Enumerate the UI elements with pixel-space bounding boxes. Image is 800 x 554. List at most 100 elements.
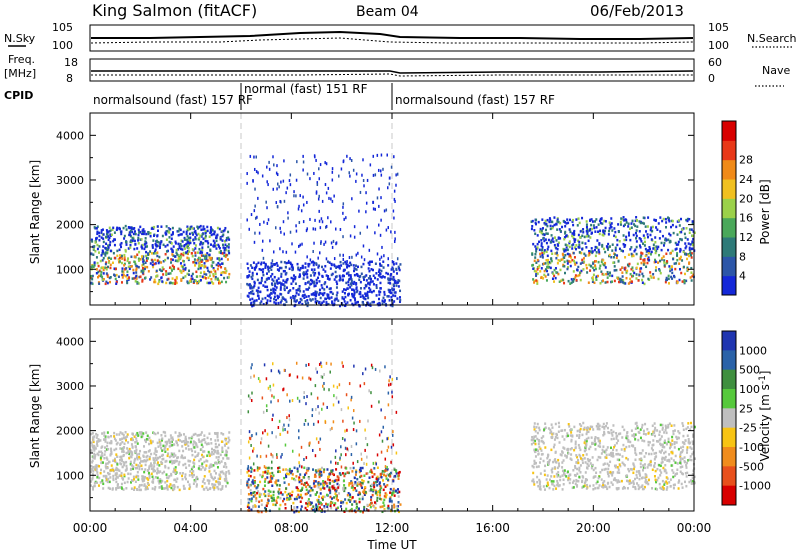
data-cell [105, 261, 108, 264]
data-cell [355, 290, 358, 294]
data-cell [193, 441, 196, 444]
data-cell [606, 248, 609, 251]
data-cell [171, 281, 174, 285]
data-cell [93, 435, 96, 438]
data-cell [201, 438, 204, 442]
data-cell [120, 254, 123, 258]
data-cell [359, 469, 362, 473]
data-cell [652, 243, 655, 247]
data-cell [323, 504, 326, 508]
data-cell [278, 185, 280, 189]
data-cell [676, 233, 679, 236]
data-cell [143, 479, 146, 482]
data-cell [179, 472, 182, 475]
data-cell [137, 478, 140, 481]
data-cell [544, 268, 547, 271]
data-cell [691, 222, 694, 225]
data-cell [274, 302, 277, 305]
data-cell [636, 225, 639, 228]
data-cell [307, 262, 310, 266]
data-cell [291, 263, 294, 267]
data-cell [290, 471, 293, 475]
data-cell [101, 461, 104, 464]
data-cell [587, 234, 590, 238]
data-cell [295, 224, 297, 228]
data-cell [370, 267, 373, 271]
data-cell [293, 295, 296, 299]
data-cell [92, 265, 95, 269]
data-cell [255, 289, 258, 292]
data-cell [267, 183, 269, 187]
data-cell [225, 269, 228, 273]
data-cell [385, 474, 388, 478]
data-cell [661, 460, 664, 464]
data-cell [303, 293, 306, 297]
data-cell [355, 301, 358, 304]
data-cell [331, 485, 334, 488]
data-cell [602, 445, 605, 448]
data-cell [188, 232, 191, 236]
data-cell [161, 461, 164, 465]
data-cell [571, 234, 574, 238]
data-cell [392, 490, 395, 493]
data-cell [318, 177, 321, 181]
data-cell [545, 259, 548, 262]
data-cell [306, 502, 309, 506]
data-cell [130, 265, 133, 268]
data-cell [106, 478, 109, 481]
data-cell [369, 274, 372, 278]
data-cell [574, 482, 577, 486]
data-cell [582, 228, 585, 231]
data-cell [355, 253, 358, 257]
data-cell [292, 294, 295, 298]
data-cell [557, 430, 560, 433]
data-cell [163, 448, 166, 451]
data-cell [595, 275, 598, 278]
data-cell [117, 258, 120, 261]
data-cell [262, 268, 265, 271]
data-cell [112, 459, 115, 463]
data-cell [346, 301, 349, 304]
data-cell [222, 472, 225, 475]
data-cell [110, 434, 113, 438]
data-cell [563, 260, 566, 264]
data-cell [387, 277, 390, 280]
freq-tick-bottom: 8 [66, 72, 73, 85]
data-cell [569, 478, 572, 481]
data-cell [331, 469, 334, 472]
data-cell [646, 233, 649, 236]
data-cell [641, 272, 644, 276]
data-cell [260, 262, 263, 266]
data-cell [330, 197, 332, 201]
data-cell [361, 486, 364, 490]
data-cell [533, 439, 536, 443]
data-cell [378, 268, 381, 271]
data-cell [653, 260, 656, 264]
data-cell [296, 160, 298, 164]
data-cell [136, 456, 139, 459]
data-cell [344, 304, 347, 308]
data-cell [116, 463, 119, 466]
data-cell [268, 295, 271, 298]
data-cell [264, 506, 267, 510]
data-cell [653, 422, 656, 425]
data-cell [565, 246, 568, 249]
data-cell [675, 435, 678, 439]
data-cell [181, 455, 184, 458]
data-cell [130, 240, 133, 244]
data-cell [162, 243, 165, 247]
data-cell [592, 273, 595, 277]
data-cell [249, 466, 252, 469]
data-cell [320, 503, 323, 506]
data-cell [389, 176, 391, 180]
data-cell [270, 288, 273, 292]
data-cell [680, 482, 683, 486]
data-cell [603, 426, 606, 429]
data-cell [101, 454, 104, 458]
data-cell [153, 458, 156, 461]
data-cell [305, 229, 308, 233]
data-cell [392, 275, 395, 279]
data-cell [550, 475, 553, 478]
data-cell [200, 254, 203, 257]
data-cell [324, 161, 326, 165]
